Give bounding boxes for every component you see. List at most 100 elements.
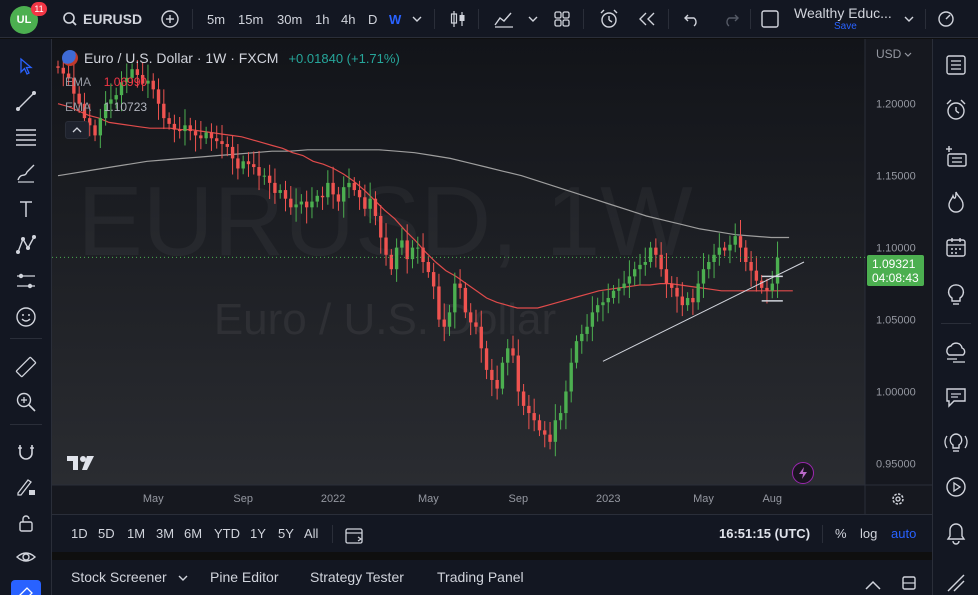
candle-body-down <box>72 77 76 94</box>
interval-4h[interactable]: 4h <box>341 0 355 38</box>
streams-button[interactable] <box>940 471 972 503</box>
templates-button[interactable] <box>553 0 571 38</box>
y-tick-label: 1.00000 <box>876 386 916 398</box>
candle-body-down <box>516 355 520 392</box>
news-stream-button[interactable] <box>940 336 972 368</box>
pattern-tool[interactable] <box>10 231 42 259</box>
candle-body-down <box>437 286 441 320</box>
tab-label: Trading Panel <box>437 569 524 585</box>
interval-30m[interactable]: 30m <box>277 0 302 38</box>
list-icon <box>946 55 966 75</box>
legend-collapse-button[interactable] <box>65 121 89 139</box>
candle-body-down <box>304 201 309 208</box>
panel-expand-button[interactable] <box>864 569 882 590</box>
y-tick-label: 1.05000 <box>876 315 916 327</box>
indicators-button[interactable] <box>493 0 515 38</box>
interval-1h[interactable]: 1h <box>315 0 329 38</box>
candle-body-up <box>553 420 558 442</box>
hotlists-button[interactable] <box>940 186 972 218</box>
redo-button[interactable] <box>722 0 740 38</box>
alert-button[interactable] <box>598 0 620 38</box>
range-1d[interactable]: 1D <box>71 515 88 553</box>
candle-body-down <box>177 129 182 132</box>
calendar-button[interactable] <box>940 231 972 263</box>
compare-button[interactable] <box>160 0 180 38</box>
range-5d[interactable]: 5D <box>98 515 115 553</box>
tips-button[interactable] <box>940 427 972 459</box>
watermark-symbol: EURUSD, 1W <box>77 166 693 276</box>
layout-name-button[interactable]: Wealthy Educ... Save <box>794 0 892 38</box>
goto-date-button[interactable] <box>344 523 366 545</box>
hide-drawings-tool[interactable] <box>10 543 42 571</box>
candle-body-down <box>215 138 219 142</box>
ruler-tool[interactable] <box>10 353 42 381</box>
candle-body-up <box>712 254 716 262</box>
range-label: 5Y <box>278 526 294 541</box>
interval-d[interactable]: D <box>368 0 377 38</box>
range-1m[interactable]: 1M <box>127 515 145 553</box>
panel-maximize-button[interactable] <box>901 569 917 590</box>
range-6m[interactable]: 6M <box>184 515 202 553</box>
candle-body-down <box>389 254 394 270</box>
notifications-button[interactable] <box>940 517 972 549</box>
replay-button[interactable] <box>637 0 657 38</box>
chart-type-button[interactable] <box>448 0 468 38</box>
bottom-panel: Stock Screener Pine Editor Strategy Test… <box>52 556 932 595</box>
zoom-tool[interactable] <box>10 388 42 416</box>
alerts-button[interactable] <box>940 94 972 126</box>
watchlist-button[interactable] <box>940 49 972 81</box>
search-icon <box>63 12 77 26</box>
interval-5m[interactable]: 5m <box>207 0 225 38</box>
chart-pane[interactable]: EURUSD, 1W Euro / U.S. Dollar 1.20000 1.150… <box>52 39 932 514</box>
log-scale-toggle[interactable]: log <box>860 515 877 553</box>
chart-settings-button[interactable] <box>890 491 906 512</box>
brush-tool[interactable] <box>10 159 42 187</box>
data-window-button[interactable] <box>940 140 972 172</box>
stay-drawing-tool[interactable] <box>10 473 42 501</box>
undo-button[interactable] <box>683 0 701 38</box>
remove-drawings-button[interactable] <box>11 580 41 595</box>
percent-scale-toggle[interactable]: % <box>835 515 847 553</box>
layout-select-button[interactable] <box>760 0 780 38</box>
utc-time: 16:51:15 (UTC) <box>719 526 811 541</box>
auto-scale-toggle[interactable]: auto <box>891 515 916 553</box>
lock-tool[interactable] <box>10 509 42 537</box>
tradingview-logo[interactable] <box>66 453 100 478</box>
range-all[interactable]: All <box>304 515 318 553</box>
magnet-tool[interactable] <box>10 438 42 466</box>
interval-dropdown[interactable] <box>411 0 423 38</box>
indicators-dropdown[interactable] <box>527 0 539 38</box>
price-axis-currency[interactable]: USD <box>876 47 912 61</box>
chats-button[interactable] <box>940 381 972 413</box>
range-label: 3M <box>156 526 175 541</box>
quick-search-button[interactable] <box>937 0 957 38</box>
cursor-tool[interactable] <box>10 52 42 80</box>
layout-dropdown[interactable] <box>903 0 915 38</box>
emoji-tool[interactable] <box>10 303 42 331</box>
prediction-tool[interactable] <box>10 267 42 295</box>
range-3m[interactable]: 3M <box>156 515 174 553</box>
help-button[interactable] <box>940 567 972 595</box>
tab-trading-panel[interactable]: Trading Panel <box>437 560 524 595</box>
range-1y[interactable]: 1Y <box>250 515 266 553</box>
interval-15m[interactable]: 15m <box>238 0 263 38</box>
clock-display[interactable]: 16:51:15 (UTC) <box>719 515 810 553</box>
fib-tool[interactable] <box>10 123 42 151</box>
range-5y[interactable]: 5Y <box>278 515 294 553</box>
eraser-icon <box>19 587 33 595</box>
candle-body-up <box>707 262 711 270</box>
trendline-tool[interactable] <box>10 87 42 115</box>
candle-body-up <box>109 99 113 104</box>
candle-body-down <box>220 141 224 145</box>
candle-body-down <box>236 158 240 169</box>
symbol-search-button[interactable]: EURUSD <box>62 0 142 38</box>
range-ytd[interactable]: YTD <box>214 515 240 553</box>
tab-pine-editor[interactable]: Pine Editor <box>210 560 278 595</box>
tab-strategy-tester[interactable]: Strategy Tester <box>310 560 404 595</box>
interval-w[interactable]: W <box>389 0 401 38</box>
price-chart[interactable]: EURUSD, 1W Euro / U.S. Dollar 1.20000 1.150… <box>52 39 932 514</box>
text-tool[interactable] <box>10 195 42 223</box>
tab-stock-screener[interactable]: Stock Screener <box>71 560 189 595</box>
ideas-button[interactable] <box>940 279 972 311</box>
lightning-button[interactable] <box>792 462 814 484</box>
